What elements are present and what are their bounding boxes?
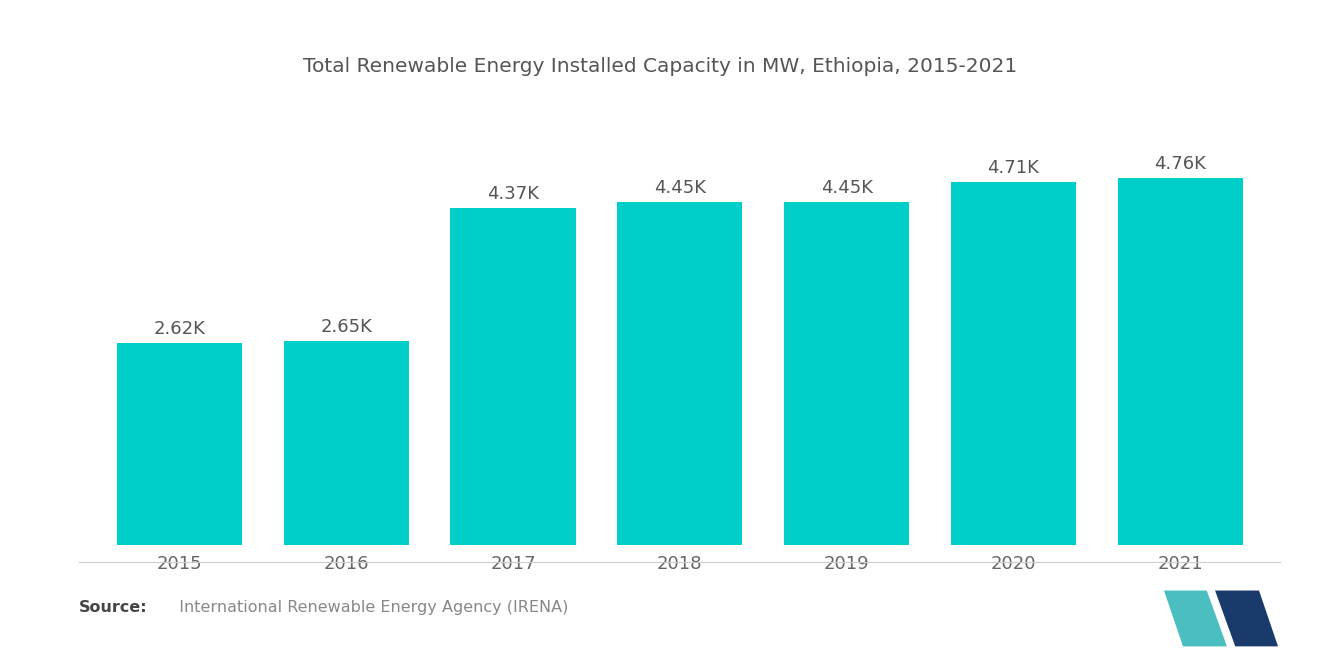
Bar	[618, 201, 742, 545]
Text: 4.71K: 4.71K	[987, 159, 1039, 177]
Polygon shape	[1164, 591, 1226, 646]
Bar	[450, 208, 576, 545]
Bar	[284, 340, 409, 545]
Text: 2.65K: 2.65K	[321, 318, 372, 336]
Polygon shape	[1214, 591, 1278, 646]
Bar	[116, 343, 242, 545]
Text: 2.62K: 2.62K	[153, 321, 205, 338]
Text: 4.45K: 4.45K	[653, 179, 706, 198]
Bar	[784, 201, 909, 545]
Text: Total Renewable Energy Installed Capacity in MW, Ethiopia, 2015-2021: Total Renewable Energy Installed Capacit…	[302, 57, 1018, 76]
Bar	[950, 182, 1076, 545]
Bar	[1118, 178, 1243, 545]
Text: Source:: Source:	[79, 600, 148, 615]
Text: International Renewable Energy Agency (IRENA): International Renewable Energy Agency (I…	[169, 600, 569, 615]
Text: 4.76K: 4.76K	[1155, 155, 1206, 174]
Text: 4.45K: 4.45K	[821, 179, 873, 198]
Text: 4.37K: 4.37K	[487, 186, 539, 203]
